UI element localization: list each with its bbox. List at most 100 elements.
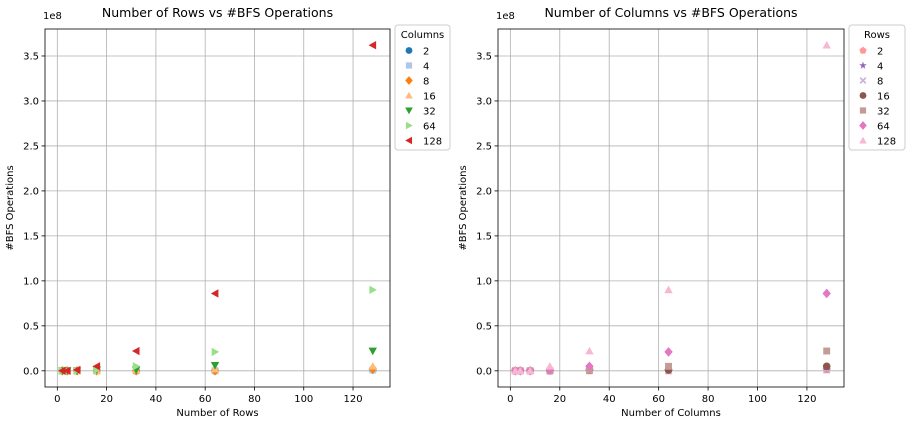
legend-label: 2 <box>877 47 883 58</box>
data-point <box>132 362 141 371</box>
legend-label: 128 <box>877 137 896 148</box>
legend-box <box>848 24 906 151</box>
series-64 <box>511 288 831 376</box>
x-tick-label: 0 <box>54 394 60 405</box>
y-axis-label: #BFS Operations <box>5 165 16 250</box>
legend-label: 128 <box>423 137 442 148</box>
x-tick-label: 20 <box>100 394 113 405</box>
data-point <box>665 362 672 370</box>
legend-marker <box>859 46 867 54</box>
data-point <box>664 347 673 357</box>
chart-title: Number of Rows vs #BFS Operations <box>102 5 333 20</box>
data-point <box>369 285 377 295</box>
legend-marker <box>859 121 867 130</box>
legend-marker <box>405 121 413 130</box>
y-tick-label: 2.0 <box>23 186 39 197</box>
legend-label: 8 <box>423 77 429 88</box>
series-128 <box>58 40 377 376</box>
series-128 <box>511 40 831 375</box>
x-tick-label: 120 <box>797 394 816 405</box>
legend-marker <box>405 107 413 115</box>
x-tick-label: 60 <box>199 394 212 405</box>
y-axis-multiplier: 1e8 <box>496 11 515 22</box>
x-axis-label: Number of Columns <box>621 408 721 419</box>
legend-label: 32 <box>877 107 890 118</box>
x-tick-label: 120 <box>343 394 362 405</box>
legend-marker <box>859 61 867 69</box>
x-tick-label: 60 <box>652 394 665 405</box>
data-point <box>62 366 71 376</box>
data-point <box>131 346 140 356</box>
y-axis-multiplier: 1e8 <box>43 11 62 22</box>
legend-marker <box>859 92 867 99</box>
x-axis-label: Number of Rows <box>176 408 258 419</box>
y-tick-label: 3.0 <box>23 96 39 107</box>
data-point <box>664 285 673 294</box>
legend-label: 16 <box>877 92 890 103</box>
data-point <box>210 362 220 370</box>
x-tick-label: 100 <box>748 394 767 405</box>
y-tick-label: 0.5 <box>23 321 39 332</box>
legend-label: 2 <box>423 47 429 58</box>
data-point <box>72 365 81 375</box>
y-tick-label: 3.5 <box>476 51 492 62</box>
legend-label: 4 <box>423 62 429 73</box>
legend-marker <box>405 47 413 54</box>
legend-marker <box>405 136 413 145</box>
data-point <box>585 361 594 372</box>
data-point <box>516 366 525 375</box>
x-tick-label: 0 <box>507 394 513 405</box>
data-point <box>368 40 377 50</box>
legend-marker <box>405 91 413 99</box>
data-point <box>92 362 101 371</box>
plot-area <box>497 28 845 388</box>
legend-label: 64 <box>877 122 890 133</box>
legend-label: 4 <box>877 62 883 73</box>
data-point <box>823 347 831 355</box>
chart-panel-1: 0 20 40 60 80 100 120 0.0 0.5 1.0 1.5 2.0 2.5 3.0 3.5 1… <box>5 5 451 419</box>
y-tick-label: 1.5 <box>23 231 39 242</box>
data-point <box>822 288 831 299</box>
legend-label: 32 <box>423 107 436 118</box>
y-tick-label: 2.5 <box>23 141 39 152</box>
y-tick-label: 1.0 <box>476 276 492 287</box>
legend-label: 64 <box>423 122 436 133</box>
data-point <box>211 347 220 357</box>
legend-marker <box>859 136 867 144</box>
data-point <box>58 366 66 376</box>
data-point <box>210 289 219 298</box>
legend-title: Rows <box>864 30 890 41</box>
y-axis-label: #BFS Operations <box>458 165 469 250</box>
legend-label: 16 <box>423 92 436 103</box>
x-tick-label: 80 <box>702 394 715 405</box>
x-tick-label: 40 <box>150 394 163 405</box>
data-point <box>822 362 831 371</box>
y-tick-label: 0.5 <box>476 321 492 332</box>
grid <box>498 29 844 387</box>
y-tick-label: 3.0 <box>476 96 492 107</box>
legend-title: Columns <box>401 30 445 41</box>
x-tick-label: 100 <box>294 394 313 405</box>
y-tick-label: 2.5 <box>476 141 492 152</box>
legend: Rows 2 4 8 16 32 64 128 <box>848 24 906 151</box>
chart-panel-2: 0 20 40 60 80 100 120 0.0 0.5 1.0 1.5 2.0 2.5 3.0 3.5 1… <box>458 5 906 419</box>
legend: Columns 2 4 8 16 32 64 128 <box>394 24 451 151</box>
legend-marker <box>405 76 413 85</box>
chart-title: Number of Columns vs #BFS Operations <box>544 5 797 20</box>
legend-marker <box>859 107 867 114</box>
x-tick-label: 80 <box>248 394 261 405</box>
plot-area <box>44 28 391 388</box>
legend-marker <box>859 77 867 84</box>
y-tick-label: 1.5 <box>476 231 492 242</box>
y-tick-label: 2.0 <box>476 186 492 197</box>
data-point <box>545 362 555 370</box>
x-tick-label: 20 <box>553 394 566 405</box>
y-tick-label: 3.5 <box>23 51 39 62</box>
data-point <box>525 366 535 375</box>
legend-box <box>394 24 451 151</box>
data-point <box>822 40 831 49</box>
y-tick-label: 0.0 <box>476 366 492 377</box>
data-point <box>368 362 377 370</box>
legend-label: 8 <box>877 77 883 88</box>
